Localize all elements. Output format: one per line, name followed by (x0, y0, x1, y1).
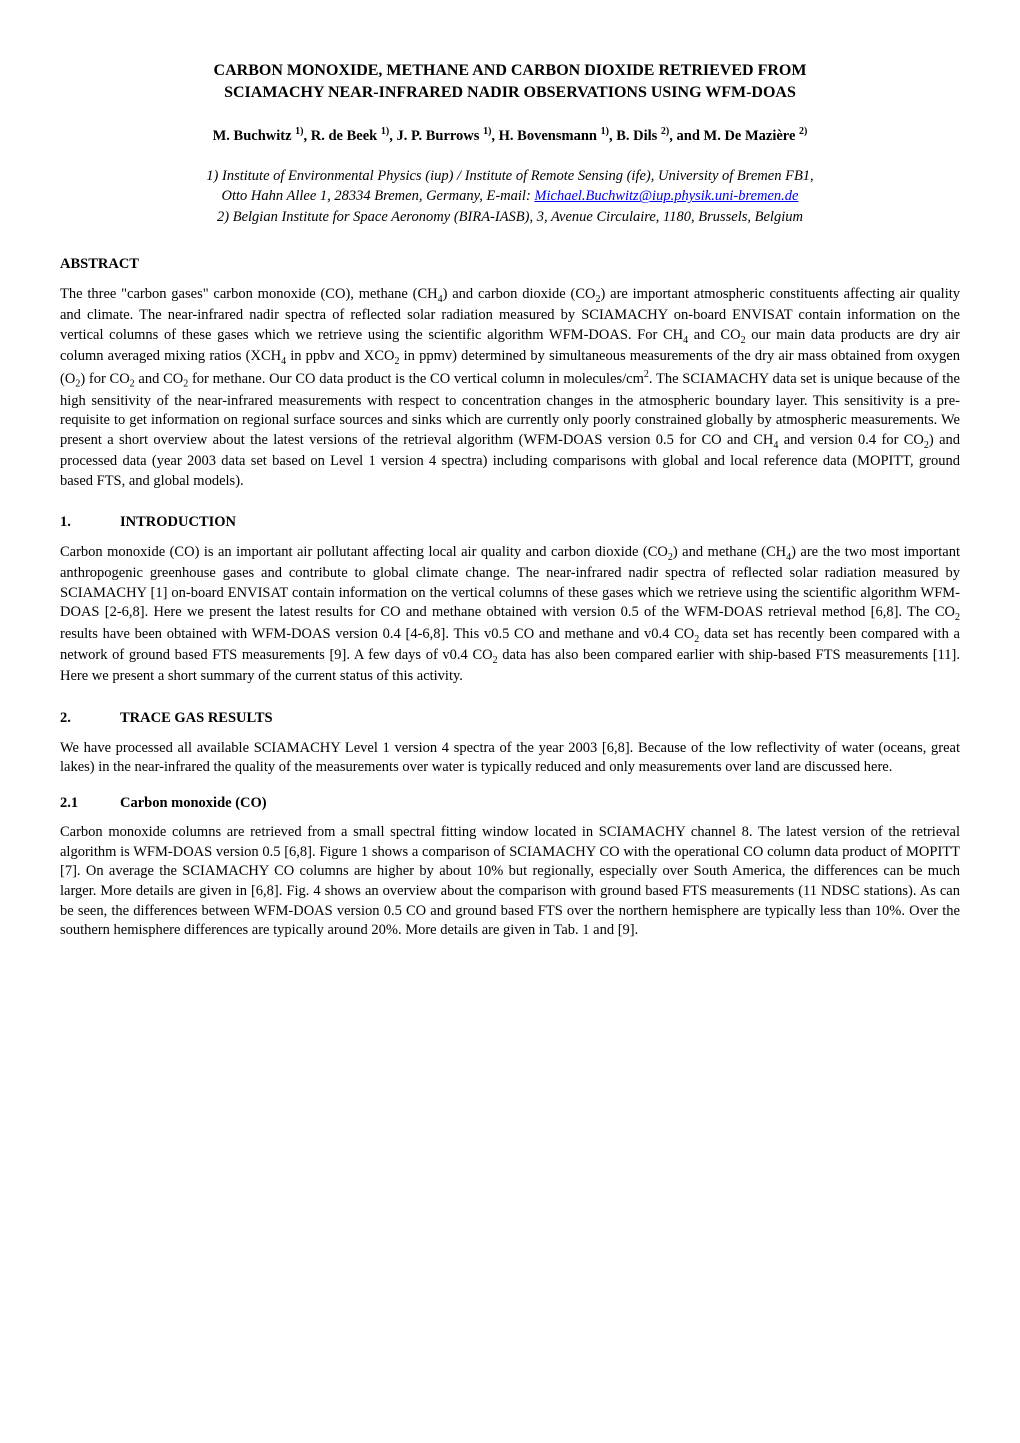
section-1-heading: 1. INTRODUCTION (60, 513, 960, 533)
trace-gas-results-paragraph: We have processed all available SCIAMACH… (60, 739, 960, 778)
section-1-title: INTRODUCTION (120, 513, 236, 533)
affiliation-1: 1) Institute of Environmental Physics (i… (206, 168, 813, 184)
title-line-2: SCIAMACHY NEAR-INFRARED NADIR OBSERVATIO… (224, 84, 796, 101)
section-1-number: 1. (60, 513, 120, 533)
paper-title: CARBON MONOXIDE, METHANE AND CARBON DIOX… (60, 60, 960, 105)
subsection-2-1-number: 2.1 (60, 794, 120, 814)
affiliation-3: 2) Belgian Institute for Space Aeronomy … (217, 209, 803, 225)
email-link[interactable]: Michael.Buchwitz@iup.physik.uni-bremen.d… (534, 188, 798, 204)
section-2-title: TRACE GAS RESULTS (120, 709, 273, 729)
subsection-2-1-heading: 2.1 Carbon monoxide (CO) (60, 794, 960, 814)
abstract-heading: ABSTRACT (60, 255, 960, 275)
affiliations: 1) Institute of Environmental Physics (i… (60, 166, 960, 227)
authors-line: M. Buchwitz 1), R. de Beek 1), J. P. Bur… (60, 125, 960, 146)
title-line-1: CARBON MONOXIDE, METHANE AND CARBON DIOX… (214, 62, 807, 79)
section-2-number: 2. (60, 709, 120, 729)
carbon-monoxide-paragraph: Carbon monoxide columns are retrieved fr… (60, 823, 960, 940)
section-2-heading: 2. TRACE GAS RESULTS (60, 709, 960, 729)
affiliation-2-prefix: Otto Hahn Allee 1, 28334 Bremen, Germany… (222, 188, 535, 204)
subsection-2-1-title: Carbon monoxide (CO) (120, 794, 267, 814)
abstract-paragraph: The three "carbon gases" carbon monoxide… (60, 285, 960, 492)
introduction-paragraph: Carbon monoxide (CO) is an important air… (60, 543, 960, 687)
